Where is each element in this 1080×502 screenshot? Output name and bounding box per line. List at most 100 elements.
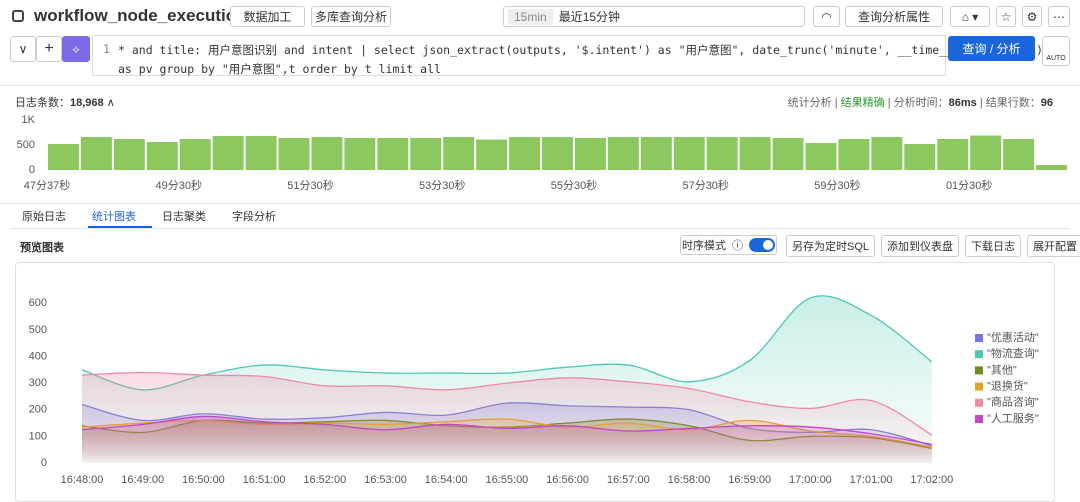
tab[interactable]: 日志聚类: [162, 211, 206, 223]
icon-button[interactable]: ⌂ ▾: [950, 6, 990, 27]
label: 结果行数：: [985, 97, 1041, 109]
line: [81, 371, 933, 436]
button[interactable]: 查询分析属性: [845, 6, 943, 27]
y-tick-label: 600: [29, 297, 47, 309]
label: 日志条数：: [15, 97, 70, 109]
panel-buttons: 另存为定时SQL 添加到仪表盘 下载日志 展开配置: [786, 235, 1080, 257]
button[interactable]: 添加到仪表盘: [881, 235, 960, 257]
icon-button[interactable]: ⋯: [1048, 6, 1070, 27]
auto-button[interactable]: AUTO: [1042, 36, 1070, 66]
y-tick-label: 0: [41, 457, 47, 469]
bar: [574, 138, 606, 170]
line-number: 1: [103, 42, 110, 56]
x-tick-label: 16:52:00: [303, 474, 346, 486]
bar: [80, 137, 112, 170]
query-editor[interactable]: 1 * and title: 用户意图识别 and intent | selec…: [92, 35, 1043, 76]
submit-button[interactable]: 查询 / 分析: [948, 36, 1035, 61]
tab[interactable]: 统计图表: [92, 211, 136, 223]
bar: [1036, 165, 1067, 170]
y-tick-label: 100: [29, 430, 47, 442]
button[interactable]: 多库查询分析: [311, 6, 391, 27]
button[interactable]: 数据加工: [230, 6, 305, 27]
x-tick-label: 17:00:00: [789, 474, 832, 486]
tab-underline: [88, 226, 152, 228]
bar: [871, 137, 903, 170]
bar: [739, 137, 771, 170]
x-tick-label: 47分37秒: [24, 178, 70, 192]
x-tick-label: 16:56:00: [546, 474, 589, 486]
icon-button[interactable]: ⚙: [1022, 6, 1042, 27]
x-tick-label: 53分30秒: [419, 178, 465, 192]
y-tick-label: 500: [29, 324, 47, 336]
button[interactable]: 展开配置: [1027, 235, 1080, 257]
legend-label: "优惠活动": [987, 330, 1039, 344]
line: [81, 295, 933, 391]
bar: [311, 137, 343, 170]
x-tick-label: 16:57:00: [607, 474, 650, 486]
bar: [146, 142, 178, 170]
time-range: 最近15分钟: [558, 10, 621, 24]
icon-button[interactable]: +: [36, 36, 62, 62]
y-tick-label: 200: [29, 404, 47, 416]
x-tick-label: 59分30秒: [814, 178, 860, 192]
bar: [607, 137, 639, 170]
divider: [0, 203, 1080, 204]
value: 18,968: [70, 97, 104, 109]
stats: 统计分析 | 结果精确 | 分析时间：86ms | 结果行数：96: [787, 97, 1053, 109]
value: 96: [1040, 97, 1053, 109]
area: [82, 416, 932, 463]
x-tick-label: 16:53:00: [364, 474, 407, 486]
label: 分析时间：: [893, 97, 949, 109]
bar: [476, 139, 508, 170]
bar: [772, 138, 804, 170]
legend-label: "商品咨询": [987, 395, 1039, 409]
tab[interactable]: 原始日志: [22, 211, 66, 223]
y-tick-label: 1K: [22, 114, 36, 126]
y-tick-label: 400: [29, 350, 47, 362]
button[interactable]: 下载日志: [965, 235, 1022, 257]
bar: [344, 138, 376, 170]
bar: [838, 139, 870, 170]
icon-button[interactable]: ◠: [813, 6, 840, 27]
bar: [1003, 139, 1035, 170]
toggle[interactable]: 时序模式 ⓘ: [680, 235, 777, 255]
db-icon: [12, 10, 24, 22]
button[interactable]: 另存为定时SQL: [786, 235, 876, 257]
ai-button[interactable]: ⟡: [62, 36, 90, 62]
x-tick-label: 16:50:00: [182, 474, 225, 486]
exact: 结果精确: [840, 97, 885, 109]
x-tick-label: 16:58:00: [668, 474, 711, 486]
value: 86ms: [948, 97, 977, 109]
stats-label: 统计分析: [787, 97, 832, 109]
legend-swatch: [975, 334, 983, 342]
label: 时序模式: [682, 240, 726, 252]
x-tick-label: 57分30秒: [682, 178, 728, 192]
bar: [970, 135, 1002, 170]
legend-swatch: [975, 415, 983, 423]
x-tick-label: 16:48:00: [61, 474, 104, 486]
bar: [48, 144, 79, 170]
bar: [245, 136, 277, 170]
x-tick-label: 17:02:00: [910, 474, 953, 486]
bar: [179, 139, 211, 170]
tab[interactable]: 字段分析: [232, 211, 276, 223]
icon-button[interactable]: ☆: [996, 6, 1016, 27]
bar: [377, 138, 409, 170]
tabs: 原始日志 统计图表 日志聚类 字段分析: [20, 208, 278, 228]
bar: [278, 138, 310, 170]
bar: [937, 139, 969, 170]
icon-button[interactable]: ∨: [10, 36, 36, 62]
divider: [10, 228, 1070, 229]
divider: [0, 85, 1080, 86]
x-tick-label: 16:49:00: [121, 474, 164, 486]
time-picker[interactable]: 15min 最近15分钟: [503, 6, 805, 27]
switch: [749, 238, 775, 252]
y-tick-label: 0: [29, 164, 35, 176]
histogram: 0 500 1K 47分37秒 49分30秒 51分30秒 53分30秒 55分30秒 57分3…: [17, 114, 1067, 192]
legend-label: "其他": [987, 363, 1017, 376]
bar: [410, 138, 442, 170]
x-tick-label: 16:54:00: [425, 474, 468, 486]
y-tick-label: 300: [29, 377, 47, 389]
